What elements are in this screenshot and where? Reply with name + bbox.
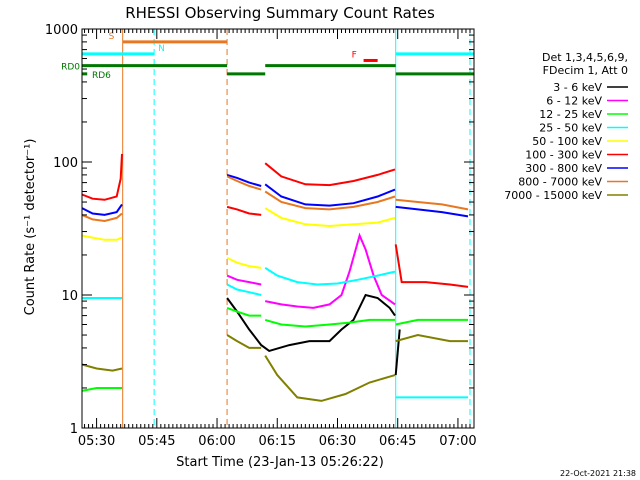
y-tick-label-2: 100 [53, 156, 78, 171]
flag-rd0-label: RD0 [61, 63, 80, 73]
series-6-line-3 [395, 205, 469, 218]
series-4-line-0 [81, 234, 123, 241]
series-6-line-0 [81, 203, 123, 216]
flag-bars: S N F RD0 RD6 [61, 32, 474, 81]
x-tick-label-2: 06:00 [198, 434, 235, 449]
legend-header-0: Det 1,3,4,5,6,9, [542, 51, 628, 64]
y-tick-label-0: 1 [70, 422, 78, 437]
legend-label-5: 100 - 300 keV [525, 149, 602, 162]
legend-label-1: 6 - 12 keV [546, 95, 602, 108]
flag-s-label: S [109, 32, 115, 42]
chart-title: RHESSI Observing Summary Count Rates [125, 4, 435, 22]
series-1-line-0 [226, 274, 262, 286]
series-8-line-2 [264, 355, 396, 402]
series-4-line-2 [264, 207, 396, 228]
legend-label-3: 25 - 50 keV [539, 122, 602, 135]
x-tick-label-1: 05:45 [138, 434, 175, 449]
series-7 [81, 175, 469, 223]
plot-frame [81, 28, 475, 429]
series-3-line-1 [226, 283, 262, 296]
x-tick-label-6: 07:00 [439, 434, 476, 449]
x-tick-label-3: 06:15 [259, 434, 296, 449]
series-8 [81, 333, 468, 402]
plot-area [81, 153, 469, 402]
series-7-line-1 [226, 175, 262, 191]
series-6 [81, 173, 469, 218]
series-6-line-2 [264, 183, 396, 207]
x-tick-label-0: 05:30 [78, 434, 115, 449]
series-7-line-0 [81, 212, 123, 223]
series-2-line-1 [226, 306, 262, 317]
legend-label-0: 3 - 6 keV [553, 81, 602, 94]
flag-f-label: F [352, 50, 357, 60]
series-1-line-1 [264, 232, 396, 309]
series-3 [82, 267, 468, 399]
x-tick-label-4: 06:30 [319, 434, 356, 449]
series-8-line-1 [226, 334, 262, 349]
legend-label-2: 12 - 25 keV [539, 108, 602, 121]
series-5-line-2 [264, 162, 396, 187]
series-5-line-1 [226, 205, 262, 216]
y-axis: 1 10 100 1000 [45, 23, 474, 437]
flag-rd6-label: RD6 [92, 71, 111, 81]
legend-label-7: 800 - 7000 keV [518, 176, 602, 189]
series-8-line-0 [81, 363, 123, 372]
legend-label-6: 300 - 800 keV [525, 162, 602, 175]
series-2 [81, 306, 468, 392]
series-5-line-3 [394, 244, 469, 288]
series-1 [226, 232, 396, 309]
y-tick-label-3: 1000 [45, 23, 78, 38]
legend-label-4: 50 - 100 keV [532, 135, 602, 148]
x-axis: 05:30 05:45 06:00 06:15 06:30 06:45 07:00 [78, 29, 477, 449]
series-2-line-3 [395, 318, 468, 326]
series-6-line-1 [226, 173, 262, 187]
series-5-line-0 [81, 153, 123, 201]
series-0-line-1 [394, 329, 401, 376]
series-4-line-1 [226, 256, 262, 269]
legend-label-8: 7000 - 15000 keV [504, 189, 602, 202]
series-4 [81, 207, 396, 269]
series-7-line-2 [264, 190, 396, 211]
legend-header-1: FDecim 1, Att 0 [543, 64, 628, 77]
series-7-line-3 [395, 198, 469, 211]
generation-timestamp: 22-Oct-2021 21:38 [560, 469, 636, 478]
series-2-line-2 [264, 318, 395, 328]
x-axis-label: Start Time (23-Jan-13 05:26:22) [176, 455, 384, 470]
series-5 [81, 153, 469, 288]
series-0 [226, 293, 401, 376]
series-3-line-2 [264, 267, 396, 286]
y-axis-label: Count Rate (s⁻¹ detector⁻¹) [23, 139, 38, 316]
flag-n-label: N [158, 44, 165, 54]
series-0-line-0 [226, 293, 396, 352]
x-tick-label-5: 06:45 [379, 434, 416, 449]
legend: Det 1,3,4,5,6,9,FDecim 1, Att 0 3 - 6 keV… [504, 51, 628, 202]
y-tick-label-1: 10 [61, 289, 78, 304]
series-8-line-3 [395, 333, 468, 343]
series-2-line-0 [81, 387, 122, 392]
